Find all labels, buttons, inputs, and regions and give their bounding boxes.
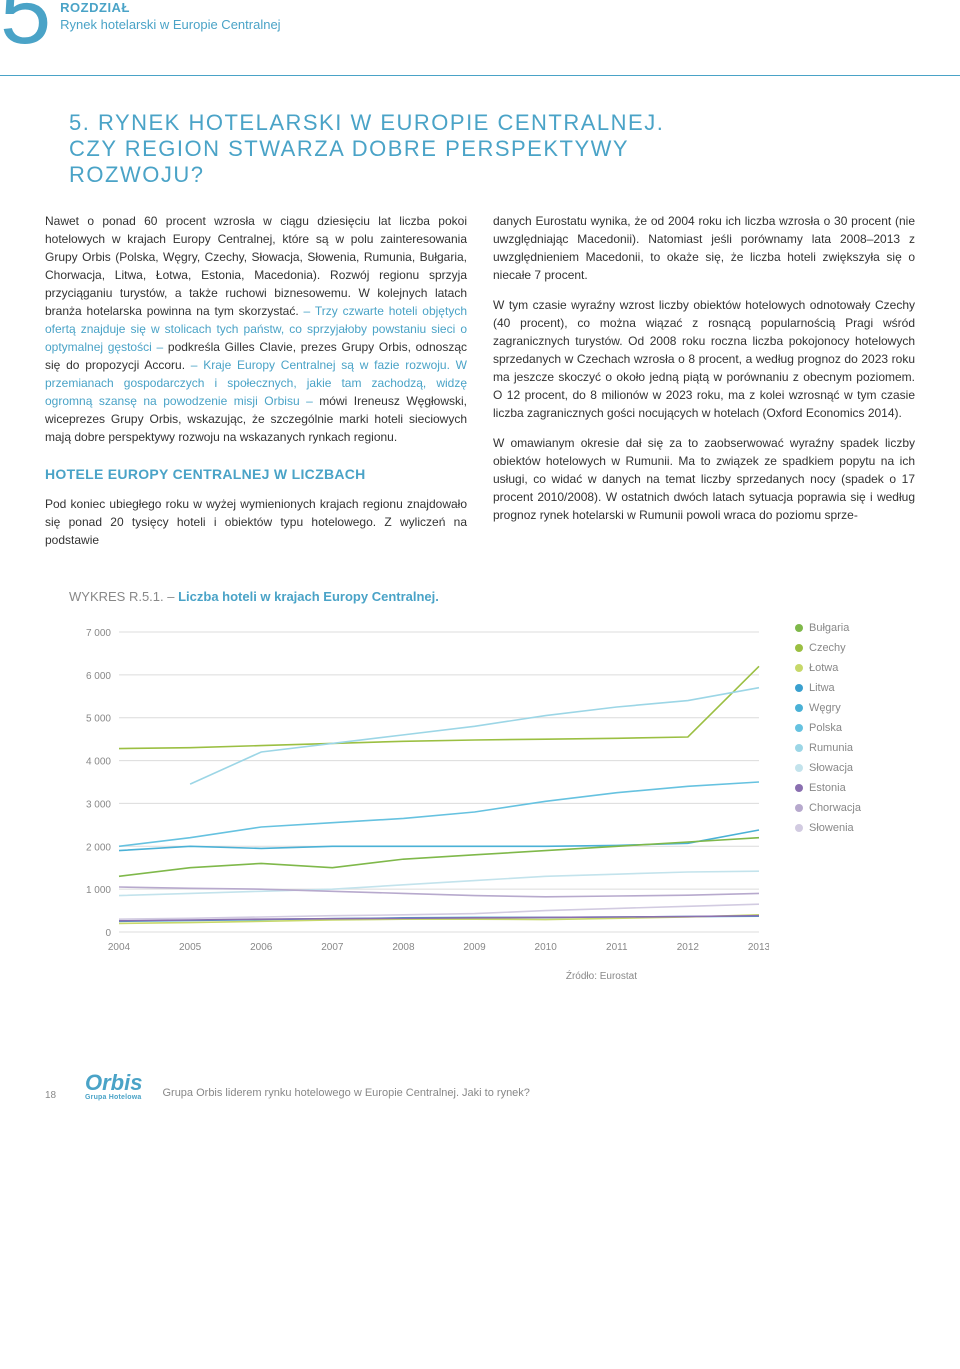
para-left-2: Pod koniec ubiegłego roku w wyżej wymien…	[45, 495, 467, 549]
svg-text:2007: 2007	[321, 942, 344, 953]
svg-text:5 000: 5 000	[86, 714, 111, 725]
chapter-number: 5	[0, 0, 52, 47]
para-left-1: Nawet o ponad 60 procent wzrosła w ciągu…	[45, 212, 467, 446]
svg-text:6 000: 6 000	[86, 671, 111, 682]
chapter-subtitle: Rynek hotelarski w Europie Centralnej	[60, 17, 280, 32]
legend-label: Litwa	[809, 682, 835, 694]
legend-dot	[795, 784, 803, 792]
legend-dot	[795, 744, 803, 752]
svg-text:2012: 2012	[677, 942, 700, 953]
svg-text:0: 0	[105, 928, 111, 939]
section-title: 5. RYNEK HOTELARSKI W EUROPIE CENTRALNEJ…	[69, 110, 915, 188]
legend-label: Rumunia	[809, 742, 853, 754]
page-footer: 18 Orbis Grupa Hotelowa Grupa Orbis lide…	[45, 1042, 915, 1101]
svg-text:2011: 2011	[606, 942, 628, 953]
para-right-2: W tym czasie wyraźny wzrost liczby obiek…	[493, 296, 915, 422]
chart-source: Źródło: Eurostat	[69, 971, 637, 982]
legend-label: Chorwacja	[809, 802, 861, 814]
svg-text:2006: 2006	[250, 942, 273, 953]
legend-label: Węgry	[809, 702, 841, 714]
legend-dot	[795, 664, 803, 672]
chart-title: WYKRES R.5.1. – Liczba hoteli w krajach …	[69, 589, 915, 604]
legend-label: Bułgaria	[809, 622, 849, 634]
legend-item: Bułgaria	[795, 622, 915, 634]
subhead-liczby: HOTELE EUROPY CENTRALNEJ W LICZBACH	[45, 464, 467, 485]
svg-text:7 000: 7 000	[86, 628, 111, 639]
svg-text:4 000: 4 000	[86, 757, 111, 768]
footer-text: Grupa Orbis liderem rynku hotelowego w E…	[162, 1087, 529, 1101]
title-line-3: ROZWOJU?	[69, 162, 915, 188]
legend-dot	[795, 644, 803, 652]
svg-text:1 000: 1 000	[86, 885, 111, 896]
body-columns: Nawet o ponad 60 procent wzrosła w ciągu…	[45, 212, 915, 549]
legend-item: Litwa	[795, 682, 915, 694]
svg-text:2010: 2010	[535, 942, 558, 953]
chapter-header: 5 ROZDZIAŁ Rynek hotelarski w Europie Ce…	[45, 0, 915, 47]
svg-text:2004: 2004	[108, 942, 131, 953]
svg-text:2005: 2005	[179, 942, 202, 953]
legend-item: Słowenia	[795, 822, 915, 834]
column-right: danych Eurostatu wynika, że od 2004 roku…	[493, 212, 915, 549]
svg-text:2008: 2008	[392, 942, 415, 953]
legend-dot	[795, 684, 803, 692]
legend-dot	[795, 724, 803, 732]
legend-label: Polska	[809, 722, 842, 734]
svg-text:2013: 2013	[748, 942, 769, 953]
legend-item: Łotwa	[795, 662, 915, 674]
legend-label: Łotwa	[809, 662, 838, 674]
svg-text:3 000: 3 000	[86, 799, 111, 810]
legend-dot	[795, 704, 803, 712]
orbis-logo: Orbis Grupa Hotelowa	[85, 1072, 142, 1101]
title-line-1: 5. RYNEK HOTELARSKI W EUROPIE CENTRALNEJ…	[69, 110, 915, 136]
legend-item: Węgry	[795, 702, 915, 714]
title-line-2: CZY REGION STWARZA DOBRE PERSPEKTYWY	[69, 136, 915, 162]
legend-item: Polska	[795, 722, 915, 734]
legend-item: Chorwacja	[795, 802, 915, 814]
line-chart: 0 1 000 2 000 3 000 4 000 5 000 6 000 7 000 2004…	[69, 622, 769, 960]
legend-label: Czechy	[809, 642, 846, 654]
svg-text:2009: 2009	[463, 942, 486, 953]
legend-dot	[795, 764, 803, 772]
svg-text:2 000: 2 000	[86, 842, 111, 853]
chart-legend: Bułgaria Czechy Łotwa Litwa Węgry Polska Rumun…	[795, 622, 915, 982]
column-left: Nawet o ponad 60 procent wzrosła w ciągu…	[45, 212, 467, 549]
chart-container: 0 1 000 2 000 3 000 4 000 5 000 6 000 7 000 2004…	[69, 622, 915, 982]
para-right-1: danych Eurostatu wynika, że od 2004 roku…	[493, 212, 915, 284]
chapter-label: ROZDZIAŁ	[60, 0, 280, 15]
legend-item: Czechy	[795, 642, 915, 654]
para-right-3: W omawianym okresie dał się za to zaobse…	[493, 434, 915, 524]
legend-item: Estonia	[795, 782, 915, 794]
legend-dot	[795, 824, 803, 832]
legend-label: Słowacja	[809, 762, 853, 774]
legend-dot	[795, 624, 803, 632]
legend-label: Słowenia	[809, 822, 854, 834]
header-rule	[0, 75, 960, 76]
legend-item: Rumunia	[795, 742, 915, 754]
legend-dot	[795, 804, 803, 812]
legend-item: Słowacja	[795, 762, 915, 774]
legend-label: Estonia	[809, 782, 846, 794]
page-number: 18	[45, 1090, 65, 1101]
